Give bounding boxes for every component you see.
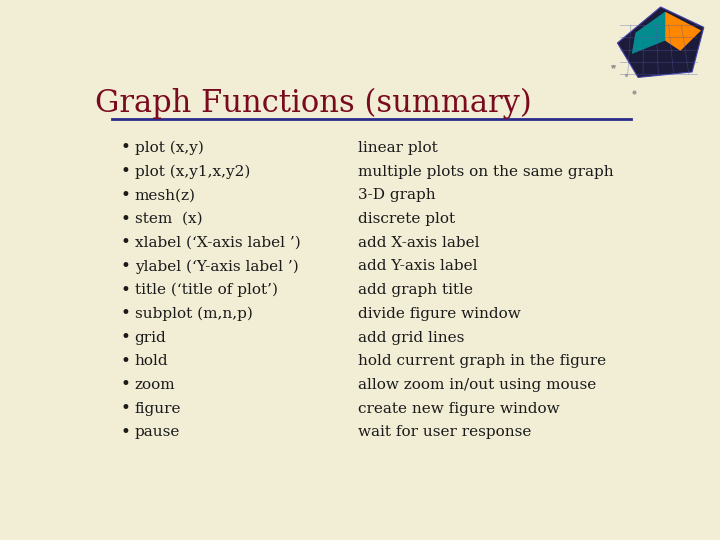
Text: •: • (121, 400, 130, 417)
Text: add Y-axis label: add Y-axis label (358, 259, 477, 273)
Text: add graph title: add graph title (358, 283, 473, 297)
Text: hold current graph in the figure: hold current graph in the figure (358, 354, 606, 368)
Text: create new figure window: create new figure window (358, 402, 559, 416)
Polygon shape (632, 12, 665, 54)
Text: •: • (121, 424, 130, 441)
Text: discrete plot: discrete plot (358, 212, 455, 226)
Text: plot (x,y): plot (x,y) (135, 141, 204, 155)
Text: figure: figure (135, 402, 181, 416)
Text: •: • (121, 329, 130, 346)
Text: linear plot: linear plot (358, 141, 438, 155)
Text: •: • (121, 163, 130, 180)
Text: •: • (121, 376, 130, 394)
Text: 3-D graph: 3-D graph (358, 188, 436, 202)
Text: •: • (121, 353, 130, 370)
Text: add grid lines: add grid lines (358, 330, 464, 345)
Text: •: • (121, 234, 130, 251)
Text: grid: grid (135, 330, 166, 345)
Text: •: • (121, 139, 130, 157)
Text: Graph Functions (summary): Graph Functions (summary) (95, 87, 531, 119)
Text: xlabel (‘X-axis label ’): xlabel (‘X-axis label ’) (135, 236, 300, 250)
Text: title (‘title of plot’): title (‘title of plot’) (135, 283, 278, 298)
Text: add X-axis label: add X-axis label (358, 236, 480, 250)
Text: zoom: zoom (135, 378, 175, 392)
Text: mesh(z): mesh(z) (135, 188, 196, 202)
Text: •: • (121, 258, 130, 275)
Text: allow zoom in/out using mouse: allow zoom in/out using mouse (358, 378, 596, 392)
Text: wait for user response: wait for user response (358, 426, 531, 440)
Text: stem  (x): stem (x) (135, 212, 202, 226)
Polygon shape (618, 7, 704, 77)
Text: •: • (121, 211, 130, 227)
Text: plot (x,y1,x,y2): plot (x,y1,x,y2) (135, 165, 250, 179)
Text: subplot (m,n,p): subplot (m,n,p) (135, 307, 253, 321)
Text: •: • (121, 187, 130, 204)
Text: hold: hold (135, 354, 168, 368)
Text: pause: pause (135, 426, 180, 440)
Polygon shape (665, 12, 701, 51)
Text: multiple plots on the same graph: multiple plots on the same graph (358, 165, 613, 179)
Text: divide figure window: divide figure window (358, 307, 521, 321)
Text: ylabel (‘Y-axis label ’): ylabel (‘Y-axis label ’) (135, 259, 298, 274)
Text: •: • (121, 282, 130, 299)
Text: •: • (121, 305, 130, 322)
